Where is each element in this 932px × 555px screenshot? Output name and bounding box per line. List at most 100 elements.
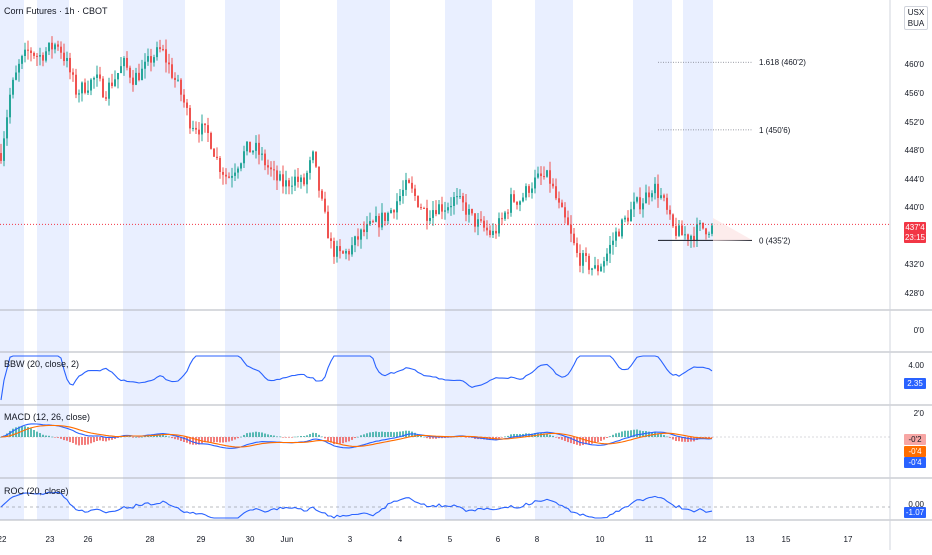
macd-histogram-bar <box>591 437 593 444</box>
candle-body <box>564 207 566 218</box>
candle-body <box>615 231 617 241</box>
candle-body <box>663 195 665 198</box>
candle-body <box>675 226 677 236</box>
macd-histogram-bar <box>420 435 422 437</box>
macd-histogram-bar <box>42 434 44 437</box>
macd-histogram-bar <box>246 433 248 437</box>
candle-body <box>690 235 692 240</box>
x-axis-label: 10 <box>596 535 605 544</box>
candle-body <box>249 141 251 153</box>
macd-histogram-bar <box>510 434 512 437</box>
macd-histogram-bar <box>639 430 641 437</box>
candle-body <box>237 168 239 173</box>
candle-body <box>174 77 176 80</box>
candle-body <box>405 179 407 190</box>
candle-body <box>669 209 671 215</box>
macd-histogram-bar <box>84 437 86 445</box>
macd-histogram-bar <box>594 437 596 443</box>
currency-unit-button[interactable]: USX BUA <box>904 6 928 30</box>
bbw-axis-tick: 4.00 <box>908 361 924 370</box>
macd-histogram-bar <box>660 434 662 437</box>
candle-body <box>18 63 20 73</box>
macd-histogram-bar <box>516 434 518 437</box>
candle-body <box>198 129 200 135</box>
macd-histogram-bar <box>378 432 380 437</box>
candle-body <box>432 210 434 218</box>
candle-body <box>27 49 29 51</box>
macd-histogram-bar <box>582 437 584 446</box>
macd-histogram-bar <box>279 436 281 438</box>
candle-body <box>192 127 194 129</box>
candle-body <box>633 201 635 210</box>
candle-body <box>231 175 233 178</box>
macd-histogram-bar <box>300 435 302 437</box>
macd-histogram-bar <box>486 437 488 440</box>
candle-body <box>147 56 149 62</box>
macd-signal-tag: -0'4 <box>904 446 926 457</box>
candle-body <box>492 230 494 236</box>
macd-histogram-bar <box>309 434 311 437</box>
macd-histogram-bar <box>621 431 623 437</box>
macd-histogram-bar <box>675 437 677 442</box>
macd-histogram-bar <box>405 430 407 437</box>
macd-histogram-bar <box>78 437 80 446</box>
candle-body <box>468 209 470 215</box>
macd-title[interactable]: MACD (12, 26, close) <box>4 412 91 422</box>
macd-histogram-bar <box>579 437 581 446</box>
macd-histogram-bar <box>129 436 131 437</box>
macd-histogram-bar <box>162 434 164 437</box>
candle-body <box>246 141 248 152</box>
candle-body <box>264 153 266 166</box>
price-tick: 444'0 <box>904 175 924 184</box>
candle-body <box>84 82 86 93</box>
candle-body <box>612 240 614 245</box>
candle-body <box>375 215 377 222</box>
macd-histogram-bar <box>423 436 425 438</box>
candle-body <box>408 179 410 183</box>
macd-histogram-bar <box>138 437 140 438</box>
candle-body <box>591 268 593 270</box>
macd-histogram-bar <box>645 431 647 437</box>
candle-body <box>144 61 146 69</box>
macd-histogram-bar <box>519 434 521 437</box>
candle-body <box>45 51 47 61</box>
macd-histogram-bar <box>549 434 551 437</box>
bbw-title[interactable]: BBW (20, close, 2) <box>4 359 80 369</box>
session-band <box>0 0 24 520</box>
macd-histogram-bar <box>630 430 632 437</box>
macd-histogram-bar <box>27 427 29 437</box>
macd-histogram-bar <box>333 437 335 445</box>
macd-histogram-bar <box>327 437 329 442</box>
candle-body <box>561 202 563 208</box>
roc-title[interactable]: ROC (20, close) <box>4 486 69 496</box>
macd-histogram-bar <box>573 437 575 445</box>
candle-body <box>486 227 488 231</box>
macd-histogram-bar <box>330 437 332 443</box>
candle-body <box>48 42 50 52</box>
macd-histogram-bar <box>81 437 83 445</box>
candle-body <box>579 252 581 266</box>
candle-body <box>618 231 620 237</box>
candle-body <box>315 151 317 167</box>
macd-histogram-bar <box>168 436 170 438</box>
x-axis-label: 6 <box>496 535 501 544</box>
macd-histogram-bar <box>111 437 113 440</box>
candle-body <box>603 261 605 267</box>
candle-body <box>195 127 197 130</box>
candle-body <box>576 243 578 253</box>
candle-body <box>504 212 506 219</box>
candle-body <box>345 250 347 254</box>
candle-body <box>123 57 125 67</box>
candle-body <box>24 49 26 57</box>
candle-body <box>294 176 296 186</box>
candle-body <box>87 90 89 93</box>
empty-pane-axis-label: 0'0 <box>913 326 924 335</box>
candle-body <box>321 190 323 199</box>
macd-histogram-bar <box>261 432 263 437</box>
candle-body <box>153 57 155 63</box>
candle-body <box>0 153 2 161</box>
macd-histogram-bar <box>228 437 230 442</box>
candle-body <box>291 185 293 187</box>
